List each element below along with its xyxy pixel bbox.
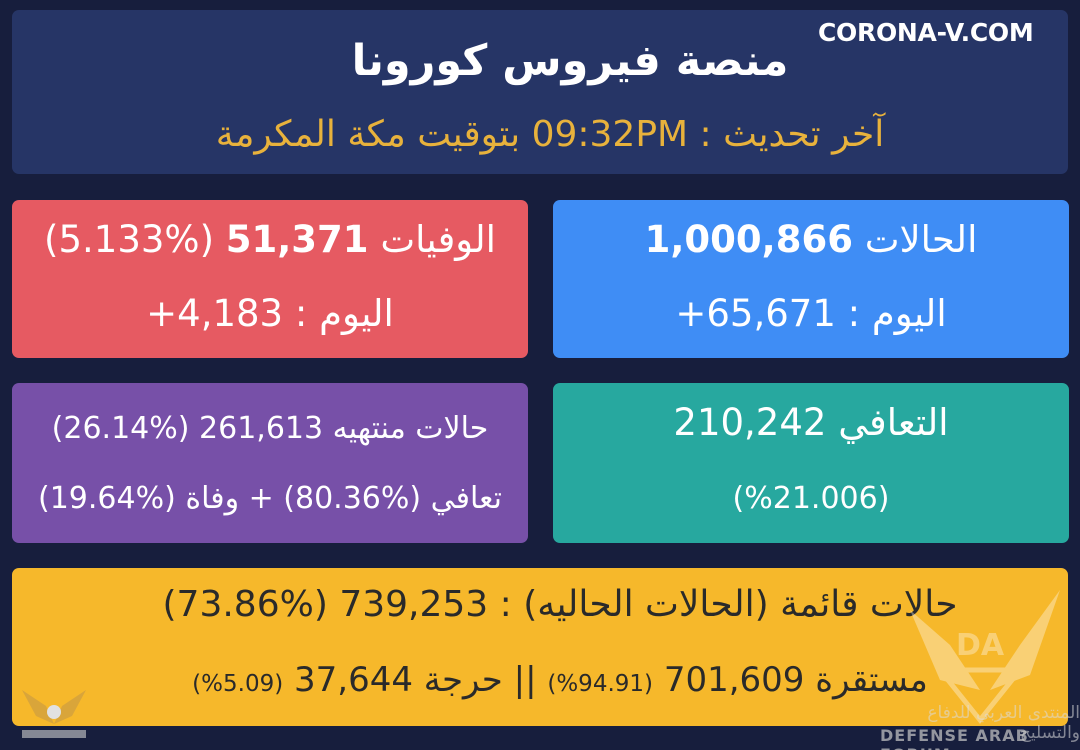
cases-label: الحالات [864, 218, 978, 261]
deaths-card: الوفيات 51,371 (5.133%) اليوم : +4,183 [12, 200, 528, 358]
deaths-today-label: اليوم : [294, 292, 394, 335]
closed-label: حالات منتهيه [332, 411, 489, 446]
closed-total-line: حالات منتهيه 261,613 (26.14%) [12, 411, 528, 446]
site-url-link[interactable]: CORONA-V.COM [818, 18, 1034, 47]
cases-card: الحالات 1,000,866 اليوم : +65,671 [553, 200, 1069, 358]
cases-today-line: اليوم : +65,671 [553, 292, 1069, 335]
recovered-percent: (%21.006) [732, 481, 890, 516]
deaths-percent: (5.133%) [44, 218, 214, 261]
critical-value: 37,644 [294, 660, 413, 700]
separator: || [513, 660, 537, 700]
cases-today-value: +65,671 [675, 292, 836, 335]
recovered-label: التعافي [838, 401, 949, 444]
closed-breakdown-line: تعافي (80.36%) + وفاة (19.64%) [12, 481, 528, 516]
closed-death-label: وفاة [185, 481, 240, 516]
forum-name-english: DEFENSE ARAB FORUM [880, 726, 1029, 750]
critical-label: حرجة [423, 660, 503, 700]
deaths-today-value: +4,183 [146, 292, 284, 335]
forum-name-arabic: المنتدى العربي للدفاع والتسليح [927, 703, 1080, 743]
cases-value: 1,000,866 [644, 218, 853, 261]
recovered-card: التعافي 210,242 (%21.006) [553, 383, 1069, 543]
deaths-total-line: الوفيات 51,371 (5.133%) [12, 218, 528, 261]
critical-percent: (%5.09) [192, 671, 284, 697]
deaths-value: 51,371 [225, 218, 369, 261]
closed-cases-card: حالات منتهيه 261,613 (26.14%) تعافي (80.… [12, 383, 528, 543]
recovered-total-line: التعافي 210,242 [553, 401, 1069, 444]
active-percent: (73.86%) [162, 584, 328, 625]
recovered-percent-line: (%21.006) [553, 481, 1069, 516]
closed-recovery-percent: (80.36%) [283, 481, 422, 516]
active-cases-card: حالات قائمة (الحالات الحاليه) : 739,253 … [12, 568, 1068, 726]
closed-percent: (26.14%) [51, 411, 190, 446]
page-title: منصة فيروس كورونا [351, 36, 789, 86]
stable-label: مستقرة [815, 660, 928, 700]
active-breakdown-line: مستقرة 701,609 (%94.91) || حرجة 37,644 (… [12, 660, 1068, 700]
recovered-value: 210,242 [673, 401, 827, 444]
deaths-label: الوفيات [380, 218, 496, 261]
closed-recovery-label: تعافي [430, 481, 502, 516]
forum-badge-icon [22, 690, 86, 738]
closed-death-percent: (19.64%) [38, 481, 176, 516]
forum-watermark-logo: DA [910, 590, 1060, 725]
stable-percent: (%94.91) [547, 671, 654, 697]
closed-plus: + [248, 481, 274, 516]
active-value: 739,253 [339, 584, 489, 625]
cases-today-label: اليوم : [847, 292, 947, 335]
header-panel: منصة فيروس كورونا آخر تحديث : 09:32PM بت… [12, 10, 1068, 174]
active-total-line: حالات قائمة (الحالات الحاليه) : 739,253 … [12, 584, 1068, 625]
active-label: حالات قائمة (الحالات الحاليه) : [499, 584, 958, 625]
closed-value: 261,613 [199, 411, 324, 446]
stable-value: 701,609 [663, 660, 805, 700]
logo-letters: DA [956, 628, 1005, 663]
cases-total-line: الحالات 1,000,866 [553, 218, 1069, 261]
deaths-today-line: اليوم : +4,183 [12, 292, 528, 335]
last-update-text: آخر تحديث : 09:32PM بتوقيت مكة المكرمة [215, 114, 885, 155]
